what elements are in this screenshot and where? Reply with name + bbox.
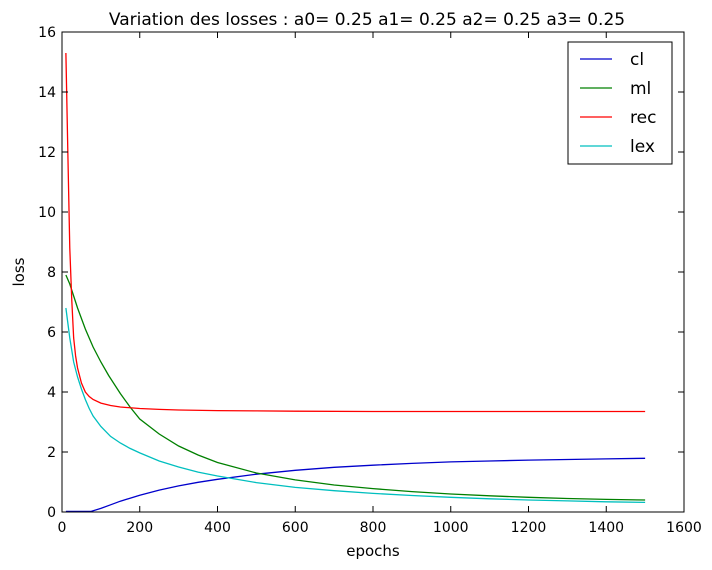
x-tick-label: 0 <box>58 520 67 536</box>
legend-label-lex: lex <box>630 137 655 157</box>
y-axis-label: loss <box>10 257 28 286</box>
x-axis-label: epochs <box>346 542 400 560</box>
y-tick-label: 2 <box>47 445 56 461</box>
x-tick-label: 1000 <box>433 520 469 536</box>
y-axis: 0 2 4 6 8 10 12 14 16 <box>38 25 684 521</box>
legend-label-cl: cl <box>630 50 644 70</box>
legend-label-ml: ml <box>630 79 651 99</box>
series-line-rec <box>65 52 646 413</box>
x-tick-label: 200 <box>126 520 153 536</box>
x-tick-label: 1400 <box>588 520 624 536</box>
x-tick-label: 600 <box>282 520 309 536</box>
chart-title: Variation des losses : a0= 0.25 a1= 0.25… <box>109 10 625 30</box>
legend-label-rec: rec <box>630 108 656 128</box>
series-layer <box>65 52 646 513</box>
legend-box <box>567 41 673 165</box>
y-tick-label: 12 <box>38 145 56 161</box>
x-tick-label: 800 <box>360 520 387 536</box>
series-line-cl <box>65 457 646 513</box>
x-axis: 0 200 400 600 800 1000 1200 1400 1600 <box>58 32 702 536</box>
y-tick-label: 10 <box>38 205 56 221</box>
y-tick-label: 4 <box>47 385 56 401</box>
x-tick-label: 400 <box>204 520 231 536</box>
y-tick-label: 0 <box>47 505 56 521</box>
y-tick-label: 8 <box>47 265 56 281</box>
y-tick-label: 16 <box>38 25 56 41</box>
legend: cl ml rec lex <box>567 41 673 165</box>
x-tick-label: 1200 <box>511 520 547 536</box>
y-tick-label: 14 <box>38 85 56 101</box>
y-tick-label: 6 <box>47 325 56 341</box>
x-tick-label: 1600 <box>666 520 702 536</box>
series-line-ml <box>65 274 646 501</box>
series-line-lex <box>65 307 646 504</box>
